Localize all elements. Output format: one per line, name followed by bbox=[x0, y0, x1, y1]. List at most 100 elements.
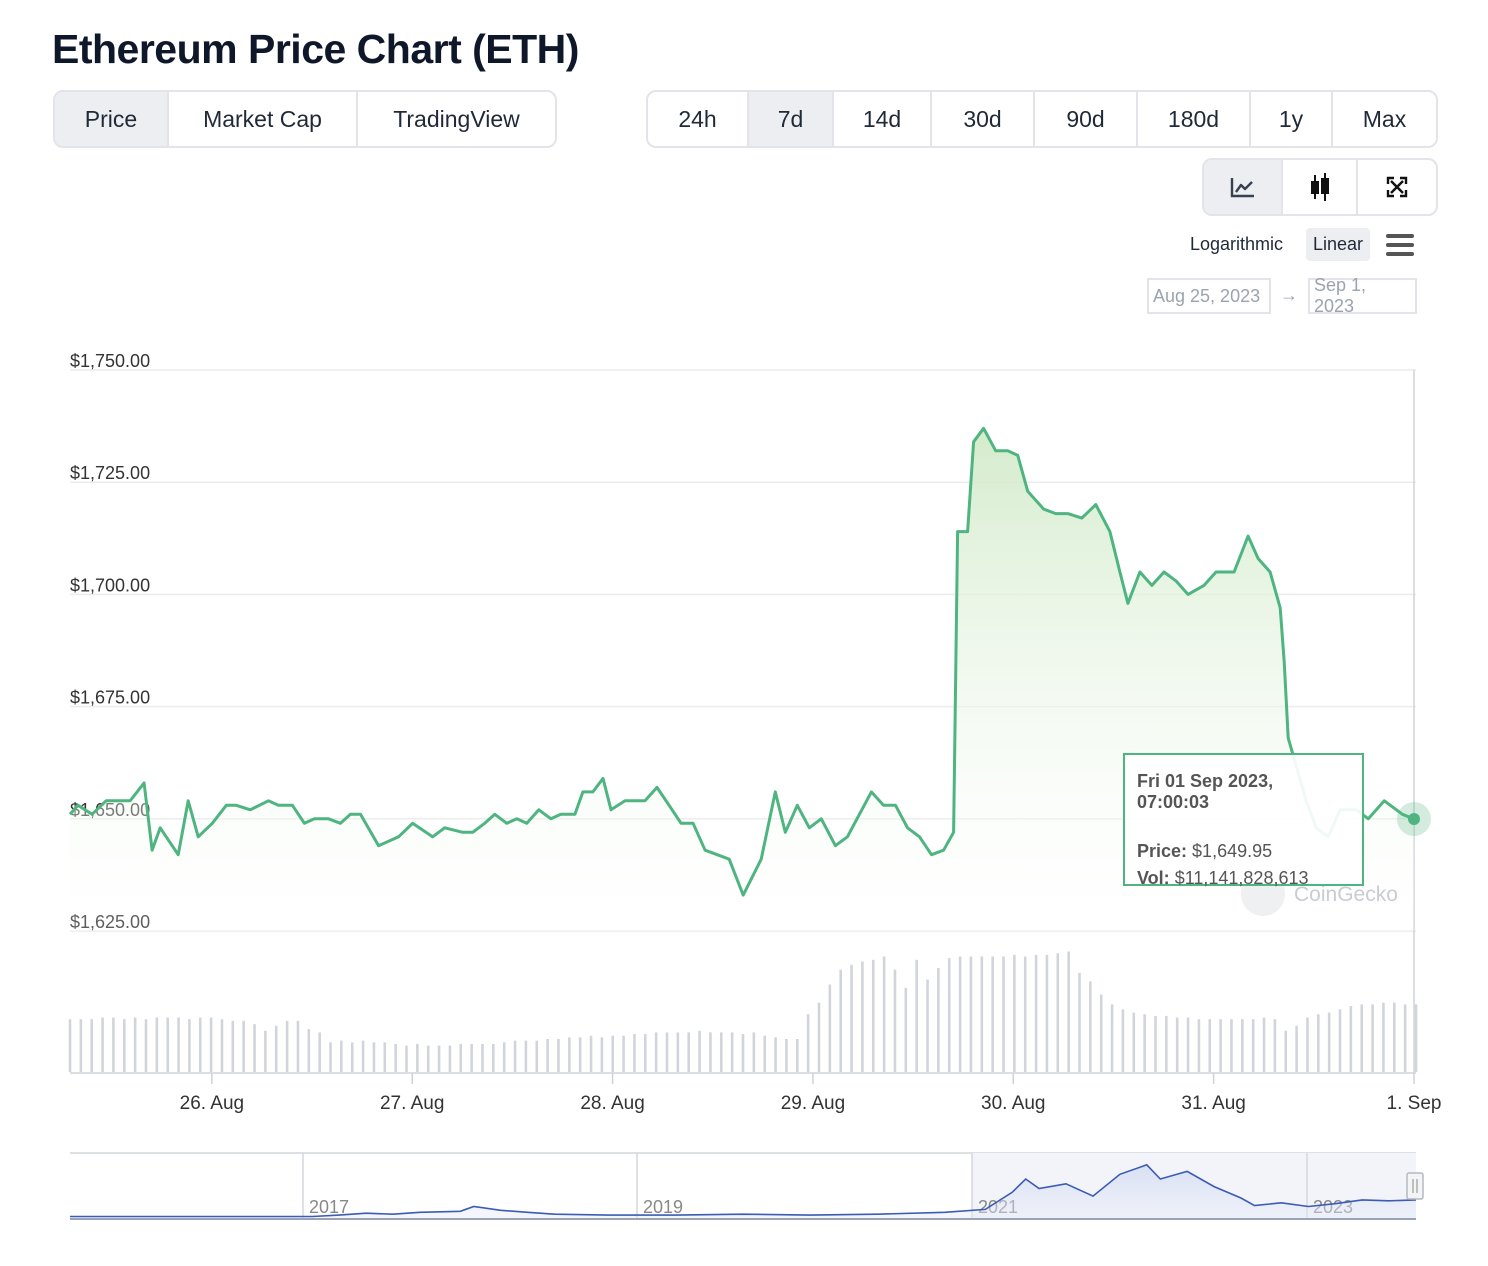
volume-bar bbox=[611, 1035, 615, 1072]
volume-bar bbox=[709, 1032, 712, 1072]
volume-bar bbox=[1002, 956, 1005, 1072]
tooltip-vol-label: Vol: bbox=[1137, 868, 1170, 888]
volume-bar bbox=[1273, 1019, 1277, 1072]
volume-bar bbox=[568, 1037, 571, 1072]
volume-bar bbox=[394, 1043, 397, 1072]
range-7d[interactable]: 7d bbox=[749, 92, 834, 146]
volume-bar bbox=[991, 956, 994, 1072]
volume-bar bbox=[730, 1032, 734, 1072]
volume-bar bbox=[437, 1045, 441, 1072]
volume-bar bbox=[687, 1032, 691, 1072]
price-tooltip: Fri 01 Sep 2023, 07:00:03 Price: $1,649.… bbox=[1123, 753, 1364, 888]
linear-toggle[interactable]: Linear bbox=[1306, 228, 1371, 261]
x-tick-label: 31. Aug bbox=[1181, 1093, 1245, 1114]
volume-bar bbox=[969, 956, 973, 1072]
chart-style-selector bbox=[1202, 158, 1438, 216]
fullscreen-button[interactable] bbox=[1358, 160, 1436, 214]
volume-bar bbox=[1078, 973, 1081, 1072]
volume-bar bbox=[209, 1017, 213, 1072]
tooltip-date: Fri 01 Sep 2023, 07:00:03 bbox=[1137, 771, 1274, 812]
candlestick-button[interactable] bbox=[1283, 160, 1358, 214]
range-14d[interactable]: 14d bbox=[834, 92, 932, 146]
volume-bar bbox=[307, 1029, 311, 1072]
volume-bar bbox=[1034, 954, 1038, 1072]
range-30d[interactable]: 30d bbox=[932, 92, 1035, 146]
volume-bar bbox=[806, 1014, 810, 1072]
date-from-input[interactable]: Aug 25, 2023 bbox=[1147, 278, 1271, 314]
volume-bar bbox=[1219, 1019, 1222, 1072]
tab-tradingview[interactable]: TradingView bbox=[393, 105, 520, 132]
volume-bar bbox=[828, 984, 832, 1072]
volume-bar bbox=[112, 1017, 115, 1072]
volume-bar bbox=[285, 1020, 289, 1072]
navigator-handle[interactable] bbox=[1406, 1172, 1424, 1200]
volume-bar bbox=[68, 1019, 72, 1072]
volume-bar bbox=[1382, 1002, 1385, 1072]
volume-bar bbox=[1349, 1006, 1353, 1072]
range-1y[interactable]: 1y bbox=[1251, 92, 1333, 146]
logarithmic-toggle[interactable]: Logarithmic bbox=[1190, 234, 1284, 254]
page-title: Ethereum Price Chart (ETH) bbox=[52, 26, 579, 72]
range-180d[interactable]: 180d bbox=[1138, 92, 1251, 146]
x-tick-label: 1. Sep bbox=[1387, 1093, 1442, 1114]
volume-bar bbox=[719, 1032, 723, 1072]
volume-bar bbox=[926, 979, 929, 1072]
fullscreen-icon bbox=[1386, 176, 1408, 198]
volume-bar bbox=[633, 1034, 636, 1072]
volume-bar bbox=[947, 958, 951, 1072]
volume-bar bbox=[937, 968, 940, 1072]
volume-bar bbox=[1414, 1004, 1418, 1072]
volume-bar bbox=[817, 1002, 821, 1072]
volume-bar bbox=[1317, 1014, 1320, 1072]
volume-bar bbox=[1121, 1009, 1125, 1072]
volume-bar bbox=[1165, 1015, 1168, 1072]
date-to-input[interactable]: Sep 1, 2023 bbox=[1308, 275, 1417, 316]
volume-bar bbox=[1099, 994, 1103, 1072]
volume-bar bbox=[600, 1037, 604, 1072]
volume-bar bbox=[1295, 1025, 1298, 1072]
volume-bar bbox=[1023, 956, 1027, 1072]
price-area bbox=[70, 428, 1414, 931]
volume-bar bbox=[1197, 1019, 1201, 1072]
x-tick-label: 29. Aug bbox=[781, 1093, 845, 1114]
volume-bar bbox=[893, 969, 897, 1072]
range-90d[interactable]: 90d bbox=[1035, 92, 1138, 146]
tab-market-cap[interactable]: Market Cap bbox=[169, 92, 358, 146]
volume-bar bbox=[416, 1043, 419, 1072]
volume-bar bbox=[459, 1043, 463, 1072]
line-chart-icon bbox=[1230, 178, 1254, 198]
volume-bar bbox=[133, 1017, 137, 1072]
volume-bar bbox=[546, 1039, 549, 1072]
tab-price[interactable]: Price bbox=[55, 92, 169, 146]
range-max[interactable]: Max bbox=[1362, 105, 1407, 132]
volume-bar bbox=[198, 1017, 202, 1072]
volume-bar bbox=[1089, 981, 1092, 1072]
range-24h[interactable]: 24h bbox=[648, 92, 749, 146]
volume-bar bbox=[589, 1035, 593, 1072]
volume-bar bbox=[177, 1017, 180, 1072]
volume-bar bbox=[1338, 1009, 1342, 1072]
volume-bar bbox=[340, 1040, 343, 1072]
volume-bar bbox=[915, 959, 918, 1072]
volume-bar bbox=[166, 1017, 169, 1072]
volume-bar bbox=[1132, 1012, 1136, 1072]
y-tick-label: $1,725.00 bbox=[70, 463, 150, 483]
volume-bar bbox=[1186, 1017, 1190, 1072]
volume-bar bbox=[654, 1032, 658, 1072]
price-line bbox=[68, 426, 1415, 897]
hamburger-menu-icon[interactable] bbox=[1384, 232, 1416, 258]
volume-bar bbox=[122, 1019, 126, 1072]
volume-bar bbox=[1056, 953, 1060, 1072]
chart-type-tabs: Price Market Cap TradingView bbox=[53, 90, 557, 148]
volume-bar bbox=[274, 1025, 278, 1072]
volume-bar bbox=[242, 1020, 245, 1072]
x-tick-label: 27. Aug bbox=[380, 1093, 444, 1114]
volume-bar bbox=[850, 964, 853, 1072]
volume-bar bbox=[481, 1043, 484, 1072]
volume-bar bbox=[676, 1032, 680, 1072]
volume-bar bbox=[1392, 1002, 1396, 1072]
volume-bar bbox=[1143, 1014, 1146, 1072]
volume-bar bbox=[448, 1045, 452, 1072]
line-chart-button[interactable] bbox=[1204, 160, 1283, 214]
